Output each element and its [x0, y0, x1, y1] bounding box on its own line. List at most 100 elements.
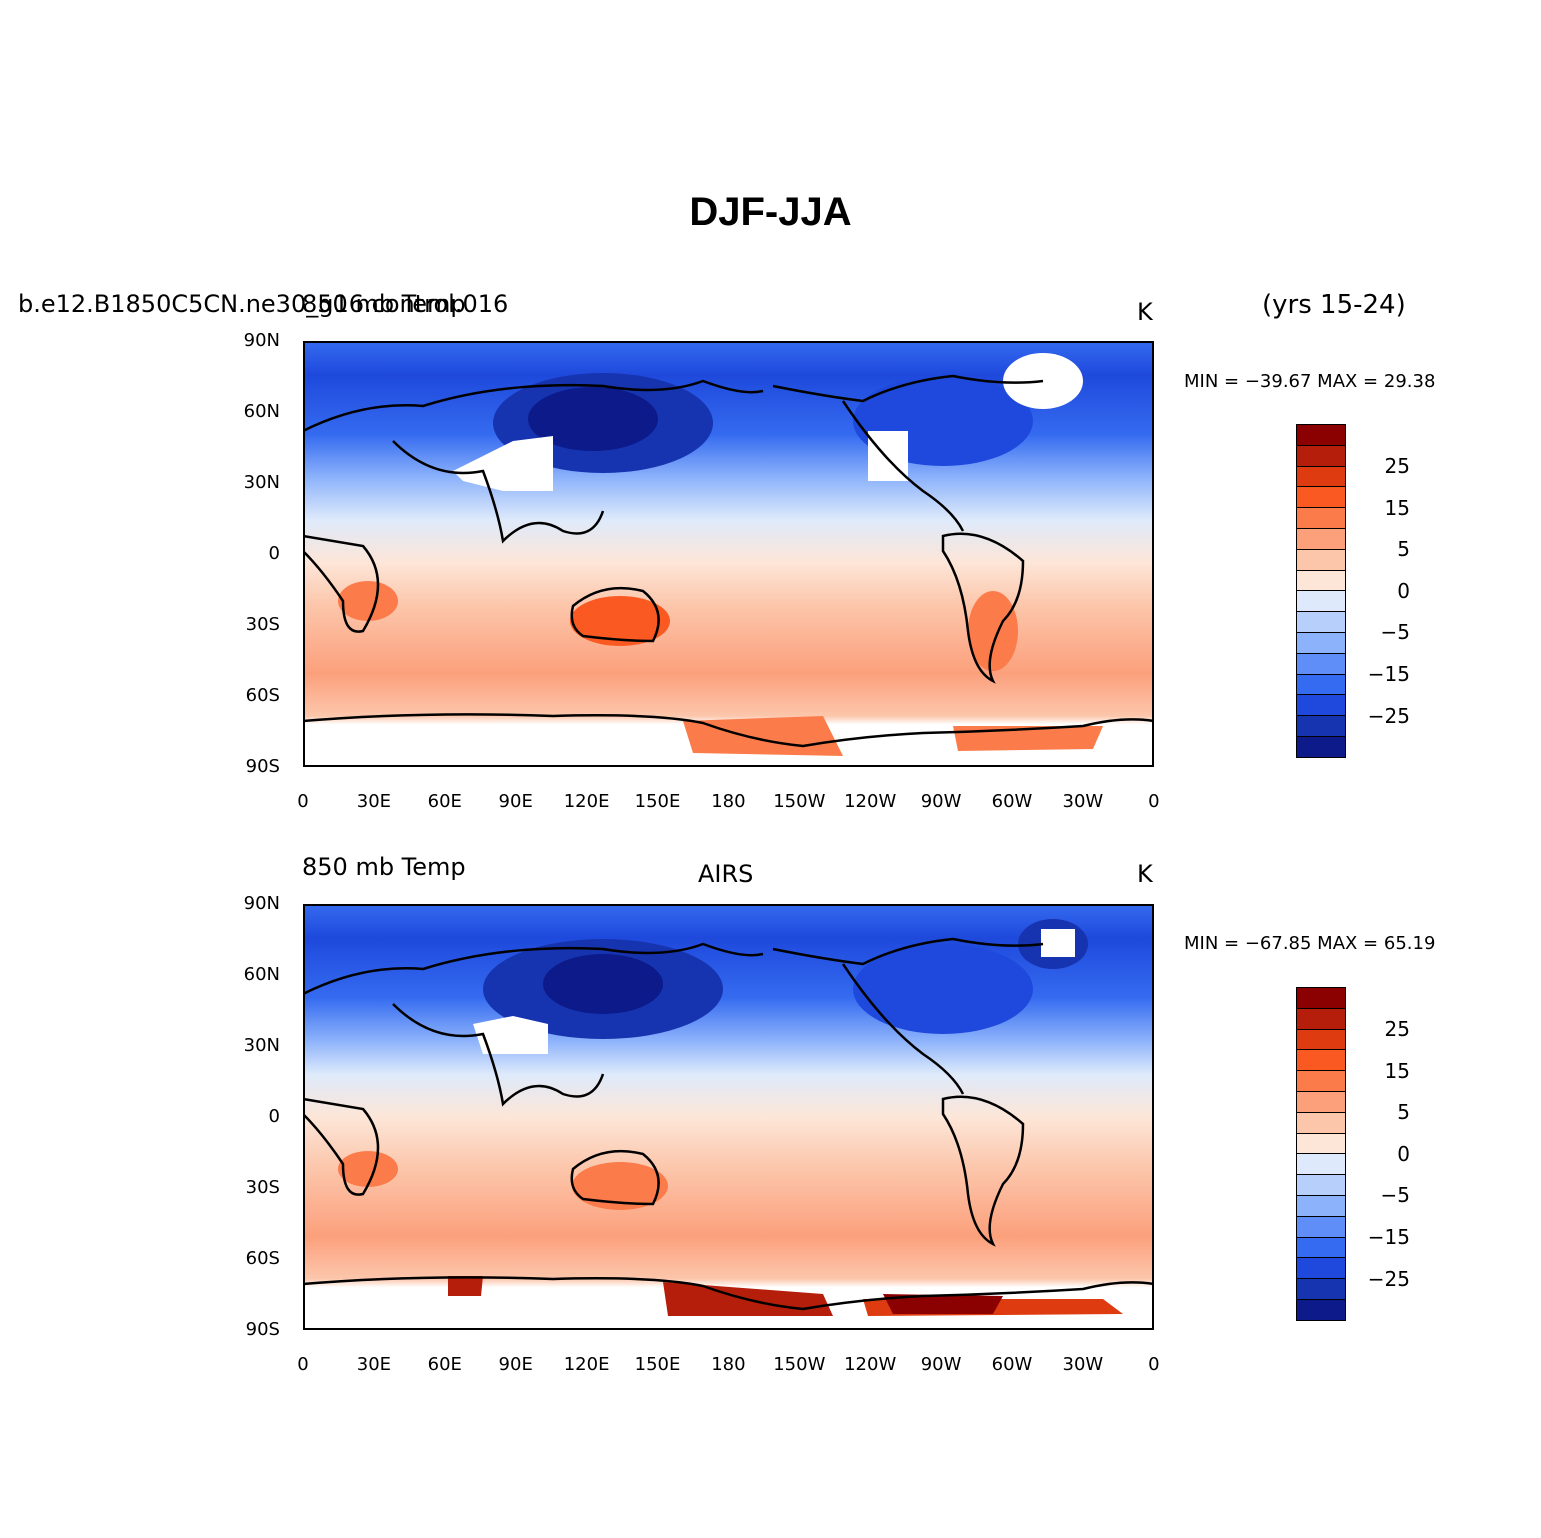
p2-lon-tick: 60E [427, 1354, 462, 1375]
colorbar-swatch [1297, 716, 1345, 737]
colorbar-swatch [1297, 1258, 1345, 1280]
colorbar-swatch [1297, 988, 1345, 1009]
colorbar-swatch [1297, 1279, 1345, 1300]
p1-lon-tick: 60E [427, 791, 462, 812]
colorbar-swatch [1297, 1029, 1345, 1051]
p2-lat-tick: 0 [268, 1106, 280, 1127]
panel1-years-label: (yrs 15-24) [1262, 290, 1406, 320]
p1-lon-tick: 180 [711, 791, 746, 812]
colorbar-swatch [1297, 695, 1345, 717]
p1-lat-tick: 60N [243, 401, 280, 422]
p2-lon-tick: 0 [297, 1354, 309, 1375]
p2-lat-tick: 90N [243, 893, 280, 914]
p2-lon-tick: 30E [356, 1354, 392, 1375]
colorbar-swatch [1297, 528, 1345, 550]
p2-lon-tick: 60W [991, 1354, 1033, 1375]
p1-lon-tick: 150E [634, 791, 681, 812]
colorbar-label: −5 [1380, 1183, 1410, 1208]
colorbar-swatch [1297, 1008, 1345, 1030]
colorbar-label: −25 [1367, 703, 1410, 728]
p1-lon-tick: 0 [1148, 791, 1160, 812]
p2-lon-tick: 120W [844, 1354, 897, 1375]
colorbar-label: 5 [1397, 1100, 1410, 1125]
colorbar-label: 15 [1384, 495, 1410, 520]
p2-lon-tick: 150W [773, 1354, 826, 1375]
panel1-case-label: b.e12.B1850C5CN.ne30_g16.control.016 [18, 290, 509, 318]
colorbar-swatch [1297, 1216, 1345, 1238]
panel2-dataset-label: AIRS [698, 860, 754, 888]
colorbar-swatch [1297, 736, 1345, 758]
p1-lat-tick: 30S [245, 614, 280, 635]
p2-lat-tick: 30S [245, 1177, 280, 1198]
colorbar-swatch [1297, 1195, 1345, 1217]
colorbar-swatch [1297, 1299, 1345, 1321]
p1-lat-tick: 0 [268, 543, 280, 564]
panel1-units-label: K [1137, 298, 1153, 326]
p1-lon-tick: 60W [991, 791, 1033, 812]
panel1-map-frame [303, 341, 1154, 767]
colorbar-label: −25 [1367, 1266, 1410, 1291]
panel2-min-max: MIN = −67.85 MAX = 65.19 [1184, 933, 1436, 954]
panel2-variable-label: 850 mb Temp [302, 853, 466, 881]
colorbar-label: −15 [1367, 662, 1410, 686]
panel1-colorbar [1296, 424, 1346, 758]
colorbar-label: 5 [1397, 537, 1410, 562]
p1-lon-tick: 0 [297, 791, 309, 812]
colorbar-label: 25 [1384, 1017, 1410, 1041]
p2-lon-tick: 180 [711, 1354, 746, 1375]
p1-lat-tick: 90S [245, 756, 280, 777]
p2-lat-tick: 30N [243, 1035, 280, 1056]
colorbar-swatch [1297, 1237, 1345, 1259]
panel2-map-frame [303, 904, 1154, 1330]
colorbar-swatch [1297, 445, 1345, 467]
p2-lat-tick: 60N [243, 964, 280, 985]
colorbar-swatch [1297, 1133, 1345, 1155]
p2-lon-tick: 120E [563, 1354, 610, 1375]
colorbar-swatch [1297, 508, 1345, 529]
p2-lon-tick: 150E [634, 1354, 681, 1375]
colorbar-swatch [1297, 1050, 1345, 1072]
colorbar-swatch [1297, 632, 1345, 654]
p2-lon-tick: 90W [920, 1354, 962, 1375]
colorbar-swatch [1297, 487, 1345, 509]
colorbar-label: −5 [1380, 620, 1410, 645]
p1-lon-tick: 150W [773, 791, 826, 812]
colorbar-swatch [1297, 674, 1345, 696]
panel1-min-max: MIN = −39.67 MAX = 29.38 [1184, 371, 1436, 392]
colorbar-swatch [1297, 1154, 1345, 1176]
p2-lon-tick: 30W [1062, 1354, 1104, 1375]
p1-lon-tick: 30W [1062, 791, 1104, 812]
panel1-variable-label: 850 mb Temp [302, 290, 466, 318]
colorbar-swatch [1297, 466, 1345, 488]
colorbar-swatch [1297, 1071, 1345, 1092]
panel1-map [303, 341, 1154, 767]
figure-title: DJF-JJA [689, 190, 852, 234]
p1-lon-tick: 120W [844, 791, 897, 812]
colorbar-swatch [1297, 1175, 1345, 1196]
colorbar-swatch [1297, 425, 1345, 446]
colorbar-label: 15 [1384, 1058, 1410, 1083]
colorbar-swatch [1297, 570, 1345, 592]
colorbar-swatch [1297, 549, 1345, 571]
p1-lon-tick: 90E [498, 791, 533, 812]
p2-lat-tick: 60S [245, 1248, 280, 1269]
colorbar-swatch [1297, 591, 1345, 613]
p1-lat-tick: 30N [243, 472, 280, 493]
p2-lon-tick: 0 [1148, 1354, 1160, 1375]
colorbar-label: 0 [1397, 578, 1410, 603]
p2-lat-tick: 90S [245, 1319, 280, 1340]
panel2-map [303, 904, 1154, 1330]
colorbar-swatch [1297, 612, 1345, 633]
panel2-colorbar [1296, 987, 1346, 1321]
colorbar-swatch [1297, 653, 1345, 675]
colorbar-swatch [1297, 1091, 1345, 1113]
p1-lon-tick: 120E [563, 791, 610, 812]
panel2-units-label: K [1137, 860, 1153, 888]
p1-lon-tick: 30E [356, 791, 392, 812]
colorbar-label: 25 [1384, 454, 1410, 478]
colorbar-label: 0 [1397, 1141, 1410, 1166]
colorbar-label: −15 [1367, 1225, 1410, 1249]
p2-lon-tick: 90E [498, 1354, 533, 1375]
p1-lat-tick: 60S [245, 685, 280, 706]
p1-lat-tick: 90N [243, 330, 280, 351]
